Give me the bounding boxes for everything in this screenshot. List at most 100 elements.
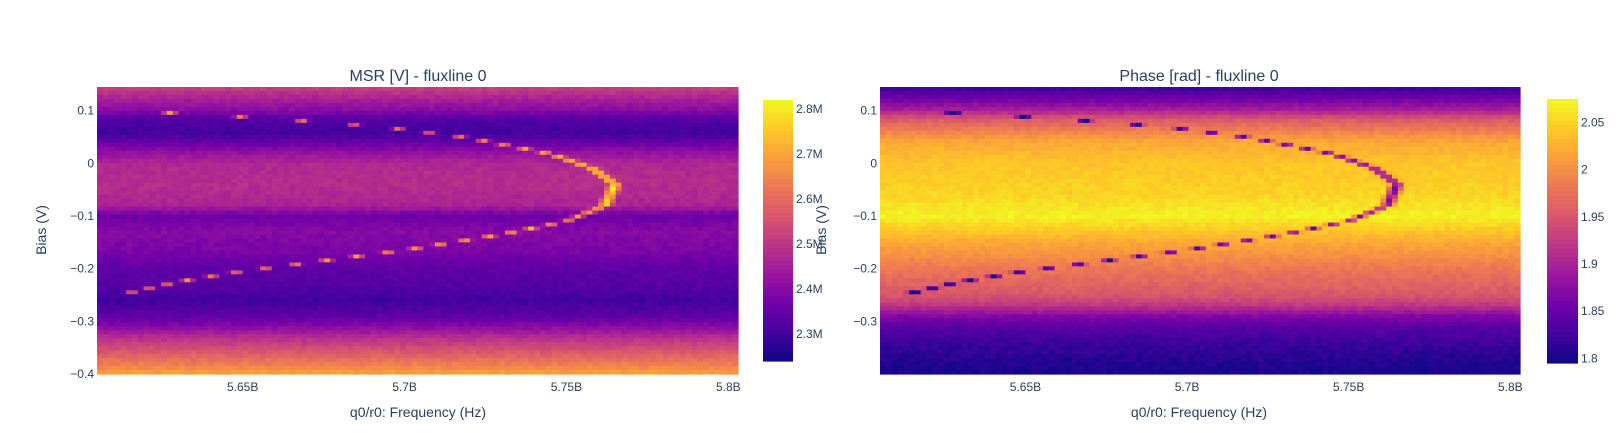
heatmap-cell xyxy=(691,179,697,184)
heatmap-cell xyxy=(179,111,185,116)
heatmap-cell xyxy=(167,207,173,212)
heatmap-cell xyxy=(651,187,657,192)
heatmap-cell xyxy=(470,258,476,263)
heatmap-cell xyxy=(295,155,301,160)
heatmap-cell xyxy=(470,123,476,128)
heatmap-cell xyxy=(651,167,657,172)
heatmap-cell xyxy=(149,123,155,128)
heatmap-cell xyxy=(633,187,639,192)
heatmap-cell xyxy=(272,223,278,228)
heatmap-cell xyxy=(190,155,196,160)
heatmap-cell xyxy=(231,231,237,236)
heatmap-cell xyxy=(120,234,126,239)
heatmap-cell xyxy=(563,203,569,208)
heatmap-cell xyxy=(418,139,424,144)
heatmap-cell xyxy=(674,163,680,168)
heatmap-cell xyxy=(482,191,488,196)
heatmap-cell xyxy=(155,234,161,239)
heatmap-cell xyxy=(132,87,138,92)
heatmap-cell xyxy=(418,215,424,220)
heatmap-cell xyxy=(184,127,190,132)
heatmap-cell xyxy=(470,143,476,148)
heatmap-cell xyxy=(231,155,237,160)
heatmap-cell xyxy=(575,135,581,140)
heatmap-cell xyxy=(656,91,662,96)
heatmap-cell xyxy=(517,151,523,156)
heatmap-cell xyxy=(214,215,220,220)
heatmap-cell xyxy=(225,187,231,192)
heatmap-cell xyxy=(307,215,313,220)
heatmap-cell xyxy=(342,171,348,176)
heatmap-cell xyxy=(237,163,243,168)
heatmap-cell xyxy=(225,254,231,259)
heatmap-cell xyxy=(686,258,692,263)
heatmap-cell xyxy=(517,219,523,224)
heatmap-cell xyxy=(202,203,208,208)
heatmap-cell xyxy=(412,234,418,239)
heatmap-cell xyxy=(97,234,103,239)
heatmap-cell xyxy=(155,143,161,148)
heatmap-cell xyxy=(441,99,447,104)
heatmap-cell xyxy=(476,87,482,92)
heatmap-cell xyxy=(598,159,604,164)
heatmap-cell xyxy=(639,159,645,164)
heatmap-cell xyxy=(254,234,260,239)
heatmap-cell xyxy=(435,131,441,136)
heatmap-cell xyxy=(149,219,155,224)
heatmap-cell xyxy=(674,135,680,140)
heatmap-cell xyxy=(621,195,627,200)
heatmap-cell xyxy=(412,91,418,96)
heatmap-cell xyxy=(621,262,627,267)
heatmap-cell xyxy=(715,187,721,192)
heatmap-cell xyxy=(342,227,348,232)
heatmap-cell xyxy=(464,234,470,239)
heatmap-cell xyxy=(528,223,534,228)
heatmap-cell xyxy=(621,127,627,132)
heatmap-cell xyxy=(266,131,272,136)
heatmap-cell xyxy=(715,231,721,236)
heatmap-cell xyxy=(493,231,499,236)
heatmap-cell xyxy=(342,187,348,192)
heatmap-cell xyxy=(633,87,639,92)
heatmap-cell xyxy=(458,171,464,176)
heatmap-cell xyxy=(721,262,727,267)
heatmap-cell xyxy=(184,207,190,212)
heatmap-cell xyxy=(476,211,482,216)
heatmap-cell xyxy=(639,155,645,160)
heatmap-cell xyxy=(540,234,546,239)
heatmap-cell xyxy=(243,227,249,232)
heatmap-cell xyxy=(371,163,377,168)
heatmap-cell xyxy=(575,147,581,152)
heatmap-cell xyxy=(563,171,569,176)
heatmap-cell xyxy=(517,171,523,176)
heatmap-cell xyxy=(225,135,231,140)
heatmap-cell xyxy=(202,223,208,228)
heatmap-cell xyxy=(616,135,622,140)
heatmap-cell xyxy=(668,95,674,100)
heatmap-cell xyxy=(272,147,278,152)
heatmap-cell xyxy=(429,151,435,156)
heatmap-cell xyxy=(621,219,627,224)
heatmap-cell xyxy=(429,159,435,164)
heatmap-cell xyxy=(260,119,266,124)
heatmap-cell xyxy=(225,211,231,216)
heatmap-cell xyxy=(674,250,680,255)
heatmap-cell xyxy=(476,131,482,136)
heatmap-cell xyxy=(452,203,458,208)
heatmap-cell xyxy=(715,95,721,100)
heatmap-cell xyxy=(697,107,703,112)
heatmap-cell xyxy=(703,227,709,232)
heatmap-cell xyxy=(575,234,581,239)
heatmap-cell xyxy=(371,262,377,267)
heatmap-cell xyxy=(616,195,622,200)
heatmap-cell xyxy=(225,215,231,220)
heatmap-cell xyxy=(318,115,324,120)
heatmap-cell xyxy=(447,231,453,236)
heatmap-cell xyxy=(452,159,458,164)
heatmap-cell xyxy=(394,187,400,192)
heatmap-cell xyxy=(505,207,511,212)
heatmap-cell xyxy=(674,215,680,220)
heatmap-cell xyxy=(126,87,132,92)
heatmap-cell xyxy=(394,95,400,100)
heatmap-cell xyxy=(295,223,301,228)
